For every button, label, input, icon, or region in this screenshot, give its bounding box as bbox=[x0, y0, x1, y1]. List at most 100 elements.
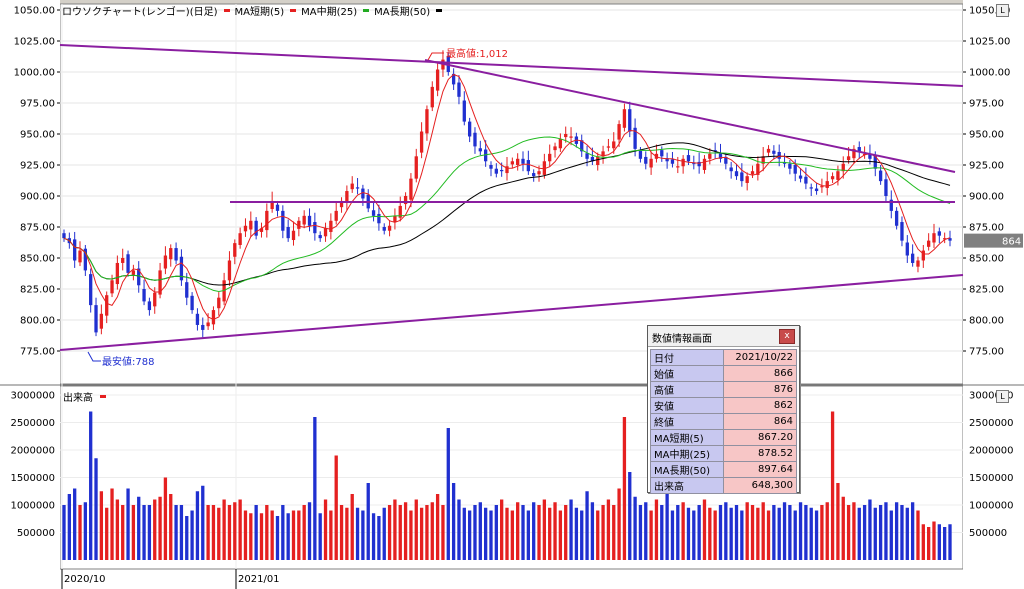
candle-body bbox=[451, 73, 456, 85]
candle-body bbox=[820, 186, 824, 188]
price-tick-label-right: 925.00 bbox=[969, 161, 1004, 172]
ma-long-swatch bbox=[363, 8, 370, 12]
volume-bar bbox=[670, 510, 675, 560]
volume-bar bbox=[249, 513, 253, 560]
candle-body bbox=[163, 255, 168, 269]
candle-body bbox=[580, 140, 584, 152]
candle-body bbox=[483, 149, 488, 162]
candle-body bbox=[265, 210, 269, 231]
candle-body bbox=[131, 270, 136, 275]
price-tick-label-left: 925.00 bbox=[20, 161, 55, 172]
volume-bar bbox=[932, 521, 936, 560]
volume-bar bbox=[798, 502, 803, 560]
candle-body bbox=[419, 131, 424, 153]
volume-bar bbox=[878, 505, 883, 560]
candle-body bbox=[793, 165, 797, 174]
candle-body bbox=[558, 138, 563, 149]
candle-body bbox=[478, 148, 482, 152]
info-panel-close-button[interactable]: x bbox=[779, 329, 795, 344]
volume-bar bbox=[441, 505, 445, 560]
candle-body bbox=[398, 205, 402, 218]
volume-bar bbox=[516, 502, 520, 560]
volume-bar bbox=[153, 499, 157, 560]
volume-bar bbox=[542, 499, 547, 560]
info-value: 876 bbox=[723, 381, 797, 398]
candle-body bbox=[756, 163, 760, 175]
price-axis-log-button[interactable]: L bbox=[996, 4, 1009, 17]
candle-body bbox=[798, 175, 803, 179]
price-tick-label-right: 775.00 bbox=[969, 347, 1004, 358]
price-tick-label-right: 900.00 bbox=[969, 192, 1004, 203]
candle-body bbox=[622, 109, 627, 128]
candle-body bbox=[846, 156, 851, 161]
candle-body bbox=[697, 161, 701, 167]
candle-body bbox=[590, 156, 595, 162]
volume-bar bbox=[596, 510, 600, 560]
volume-bar bbox=[371, 513, 376, 560]
candle-body bbox=[772, 150, 776, 154]
candle-body bbox=[638, 150, 643, 159]
candle-body bbox=[211, 310, 216, 325]
candle-body bbox=[857, 147, 861, 152]
price-tick-label-right: 1000.00 bbox=[969, 68, 1010, 79]
price-tick-label-left: 900.00 bbox=[20, 192, 55, 203]
volume-bar bbox=[366, 483, 370, 560]
volume-bars bbox=[62, 411, 952, 560]
candle-body bbox=[836, 171, 840, 180]
high-label: 最高値:1,012 bbox=[446, 47, 508, 60]
volume-bar bbox=[483, 507, 488, 560]
volume-bar bbox=[644, 502, 648, 560]
volume-bar bbox=[147, 505, 152, 560]
candle-body bbox=[110, 280, 114, 294]
volume-bar bbox=[500, 499, 504, 560]
volume-bar bbox=[270, 510, 274, 560]
volume-bar bbox=[243, 510, 248, 560]
price-tick-label-right: 1025.00 bbox=[969, 37, 1010, 48]
volume-bar bbox=[537, 505, 541, 560]
volume-tick-label-left: 1500000 bbox=[10, 473, 55, 484]
volume-bar bbox=[574, 507, 579, 560]
candle-body bbox=[414, 156, 418, 179]
candle-body bbox=[804, 176, 808, 184]
price-tick-label-left: 875.00 bbox=[20, 223, 55, 234]
candle-body bbox=[169, 248, 173, 260]
current-price-tag bbox=[964, 233, 1023, 248]
price-tick-label-left: 775.00 bbox=[20, 347, 55, 358]
volume-bar bbox=[233, 502, 237, 560]
volume-bar bbox=[585, 491, 589, 560]
volume-bar bbox=[777, 507, 781, 560]
candle-body bbox=[745, 176, 749, 183]
candle-body bbox=[830, 176, 835, 180]
candle-body bbox=[371, 210, 376, 216]
info-value: 866 bbox=[723, 365, 797, 382]
volume-bar bbox=[115, 499, 120, 560]
candle-body bbox=[115, 262, 120, 285]
volume-bar bbox=[862, 505, 867, 560]
info-panel[interactable]: 数値情報画面 x 日付 2021/10/22 始値 866 高値 876 安値 862 … bbox=[647, 325, 800, 494]
volume-bar bbox=[852, 502, 856, 560]
candle-body bbox=[692, 163, 696, 165]
candle-body bbox=[724, 156, 728, 164]
volume-bar bbox=[462, 507, 466, 560]
volume-bar bbox=[926, 527, 931, 560]
volume-bar bbox=[638, 505, 643, 560]
candle-body bbox=[505, 166, 509, 174]
candle-body bbox=[377, 213, 381, 224]
candle-body bbox=[62, 233, 66, 239]
candle-body bbox=[73, 239, 77, 261]
candle-body bbox=[633, 127, 637, 149]
volume-bar bbox=[307, 502, 312, 560]
price-tick-label-left: 800.00 bbox=[20, 316, 55, 327]
price-tick-label-right: 1050.00 bbox=[969, 6, 1010, 17]
price-tick-label-left: 1025.00 bbox=[14, 37, 55, 48]
volume-bar bbox=[713, 510, 717, 560]
candle-body bbox=[884, 179, 888, 196]
candle-body bbox=[281, 210, 285, 231]
volume-axis-log-button[interactable]: L bbox=[996, 390, 1009, 403]
price-tick-label-left: 850.00 bbox=[20, 254, 55, 265]
candle-body bbox=[190, 295, 194, 311]
info-panel-header[interactable]: 数値情報画面 x bbox=[648, 326, 799, 347]
candle-body bbox=[382, 227, 386, 231]
volume-bar bbox=[142, 505, 146, 560]
